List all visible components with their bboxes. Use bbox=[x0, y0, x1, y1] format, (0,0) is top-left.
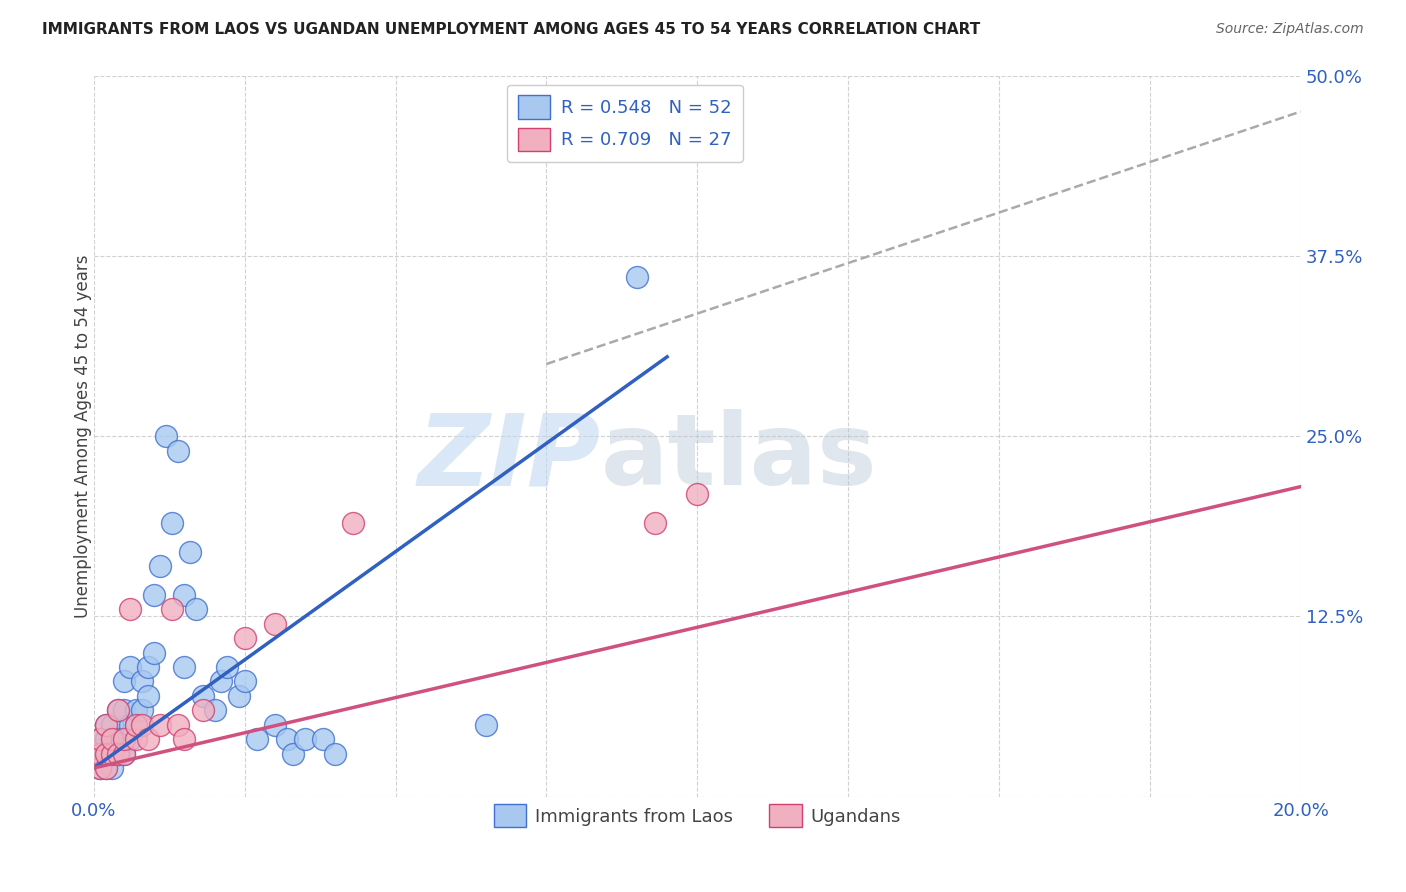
Point bbox=[173, 732, 195, 747]
Point bbox=[112, 747, 135, 761]
Point bbox=[101, 717, 124, 731]
Point bbox=[101, 732, 124, 747]
Text: IMMIGRANTS FROM LAOS VS UGANDAN UNEMPLOYMENT AMONG AGES 45 TO 54 YEARS CORRELATI: IMMIGRANTS FROM LAOS VS UGANDAN UNEMPLOY… bbox=[42, 22, 980, 37]
Point bbox=[107, 747, 129, 761]
Point bbox=[89, 747, 111, 761]
Point bbox=[136, 689, 159, 703]
Text: atlas: atlas bbox=[600, 409, 877, 507]
Point bbox=[107, 747, 129, 761]
Point bbox=[149, 717, 172, 731]
Point bbox=[281, 747, 304, 761]
Point bbox=[276, 732, 298, 747]
Point bbox=[323, 747, 346, 761]
Point bbox=[94, 747, 117, 761]
Y-axis label: Unemployment Among Ages 45 to 54 years: Unemployment Among Ages 45 to 54 years bbox=[75, 254, 91, 618]
Point bbox=[233, 631, 256, 645]
Point bbox=[125, 703, 148, 717]
Point bbox=[112, 732, 135, 747]
Point bbox=[120, 660, 142, 674]
Point bbox=[112, 674, 135, 689]
Point bbox=[94, 717, 117, 731]
Text: Source: ZipAtlas.com: Source: ZipAtlas.com bbox=[1216, 22, 1364, 37]
Point bbox=[191, 689, 214, 703]
Point bbox=[125, 717, 148, 731]
Point bbox=[94, 717, 117, 731]
Point bbox=[131, 717, 153, 731]
Point bbox=[101, 761, 124, 775]
Point bbox=[120, 732, 142, 747]
Point bbox=[94, 732, 117, 747]
Point bbox=[173, 660, 195, 674]
Point bbox=[101, 747, 124, 761]
Point bbox=[342, 516, 364, 530]
Point bbox=[94, 747, 117, 761]
Point bbox=[209, 674, 232, 689]
Point bbox=[167, 717, 190, 731]
Point bbox=[173, 588, 195, 602]
Point bbox=[112, 703, 135, 717]
Point bbox=[94, 761, 117, 775]
Point bbox=[155, 429, 177, 443]
Point bbox=[246, 732, 269, 747]
Point bbox=[228, 689, 250, 703]
Point bbox=[264, 616, 287, 631]
Point bbox=[162, 602, 184, 616]
Point bbox=[107, 703, 129, 717]
Point bbox=[120, 717, 142, 731]
Point bbox=[89, 761, 111, 775]
Point bbox=[143, 588, 166, 602]
Point bbox=[112, 732, 135, 747]
Point bbox=[179, 544, 201, 558]
Point bbox=[136, 732, 159, 747]
Point bbox=[89, 732, 111, 747]
Point bbox=[312, 732, 335, 747]
Point bbox=[686, 487, 709, 501]
Point bbox=[204, 703, 226, 717]
Point bbox=[107, 703, 129, 717]
Point bbox=[149, 559, 172, 574]
Point bbox=[294, 732, 316, 747]
Point bbox=[101, 732, 124, 747]
Point bbox=[120, 602, 142, 616]
Point bbox=[644, 516, 666, 530]
Point bbox=[89, 747, 111, 761]
Point bbox=[186, 602, 208, 616]
Point bbox=[264, 717, 287, 731]
Point bbox=[626, 270, 648, 285]
Point bbox=[167, 443, 190, 458]
Text: ZIP: ZIP bbox=[418, 409, 600, 507]
Point bbox=[125, 732, 148, 747]
Point bbox=[136, 660, 159, 674]
Point bbox=[89, 732, 111, 747]
Point bbox=[162, 516, 184, 530]
Point bbox=[107, 732, 129, 747]
Point bbox=[191, 703, 214, 717]
Point bbox=[89, 761, 111, 775]
Point bbox=[112, 747, 135, 761]
Legend: Immigrants from Laos, Ugandans: Immigrants from Laos, Ugandans bbox=[486, 797, 908, 835]
Point bbox=[215, 660, 238, 674]
Point bbox=[475, 717, 498, 731]
Point bbox=[94, 761, 117, 775]
Point bbox=[131, 674, 153, 689]
Point bbox=[131, 703, 153, 717]
Point bbox=[101, 747, 124, 761]
Point bbox=[125, 717, 148, 731]
Point bbox=[143, 646, 166, 660]
Point bbox=[233, 674, 256, 689]
